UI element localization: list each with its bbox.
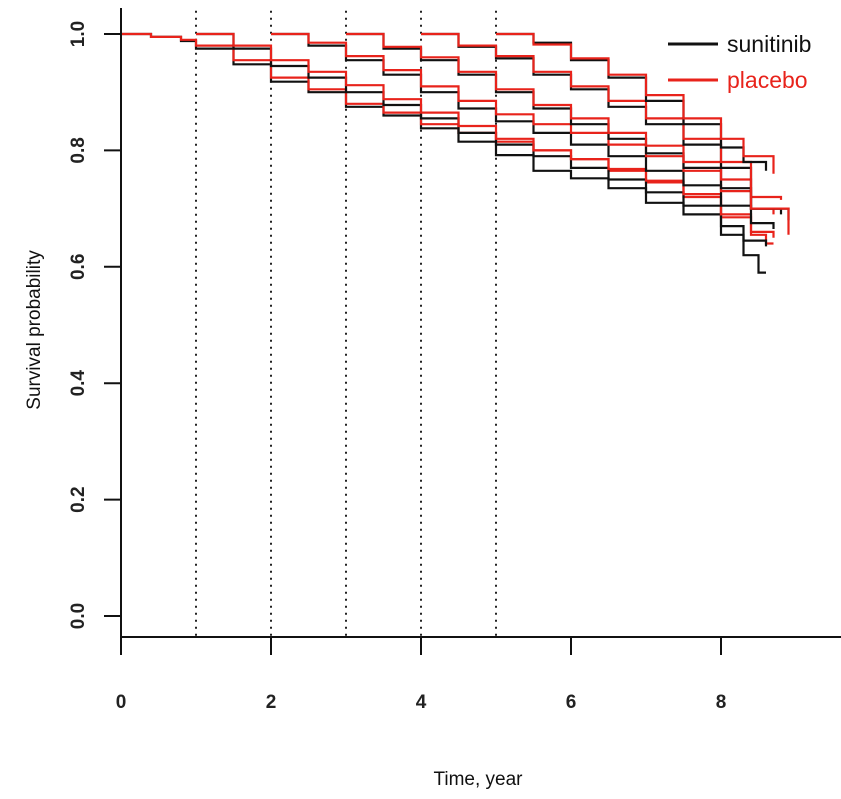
- series-line-sunitinib-landmark-0: [121, 32, 766, 274]
- series-line-placebo-landmark-3: [346, 32, 783, 200]
- y-tick-label-1: 1.0: [68, 21, 89, 47]
- y-tick-label-0.4: 0.4: [68, 370, 89, 397]
- series-line-placebo-landmark-4: [421, 32, 790, 235]
- legend-label-placebo: placebo: [727, 67, 808, 93]
- x-tick-label-0: 0: [116, 692, 127, 713]
- y-axis-ticks: 0.0 0.2 0.4 0.6 0.8 1.0: [68, 21, 121, 629]
- x-tick-label-4: 4: [416, 692, 427, 713]
- legend-label-sunitinib: sunitinib: [727, 31, 811, 57]
- x-axis-label: Time, year: [433, 769, 523, 790]
- y-tick-label-0: 0.0: [68, 603, 89, 629]
- legend: sunitinib placebo: [668, 31, 811, 93]
- series-line-sunitinib-landmark-3: [346, 32, 783, 215]
- y-tick-label-0.2: 0.2: [68, 486, 89, 512]
- series-line-placebo-landmark-1: [196, 32, 775, 238]
- x-tick-label-8: 8: [716, 692, 727, 713]
- x-axis-ticks: 0 2 4 6 8: [116, 637, 727, 713]
- y-tick-label-0.8: 0.8: [68, 137, 89, 163]
- y-tick-label-0.6: 0.6: [68, 254, 89, 280]
- series-layer: [121, 32, 790, 274]
- x-tick-label-6: 6: [566, 692, 577, 713]
- series-line-placebo-landmark-5: [496, 32, 775, 174]
- y-axis-label: Survival probability: [24, 250, 45, 410]
- series-line-sunitinib-landmark-1: [196, 32, 768, 247]
- series-line-placebo-landmark-0: [121, 32, 774, 245]
- x-tick-label-2: 2: [266, 692, 277, 713]
